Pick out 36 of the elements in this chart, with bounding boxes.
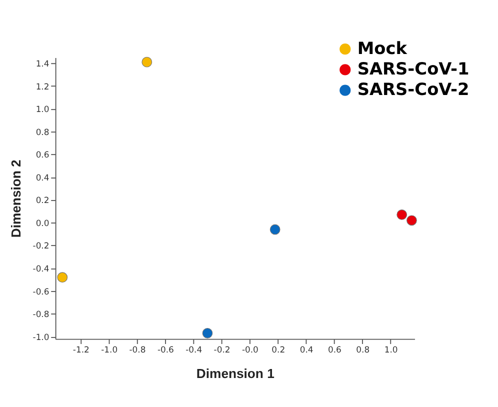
legend-label: SARS-CoV-2 [357, 79, 470, 100]
legend-label: SARS-CoV-1 [357, 58, 470, 78]
y-tick-label: -0.6 [32, 286, 50, 296]
x-tick-label: -0.2 [214, 344, 230, 354]
legend-label: Mock [357, 38, 408, 58]
x-tick-label: 0.2 [272, 344, 286, 354]
y-tick-label: 1.2 [36, 81, 50, 92]
x-axis-title: Dimension 1 [196, 366, 274, 381]
y-tick-label: -0.4 [32, 264, 50, 274]
point [57, 272, 68, 283]
x-tick-label: 0.4 [300, 344, 314, 354]
point [142, 56, 152, 68]
x-tick-label: -0.8 [129, 344, 146, 354]
x-tick-label: -1.2 [72, 344, 90, 354]
y-tick-label: 1.4 [36, 58, 50, 68]
x-tick-label: 1.0 [384, 344, 398, 354]
y-tick-label: -0.8 [32, 309, 50, 320]
y-tick-label: 1.0 [36, 104, 50, 114]
point [396, 210, 408, 220]
x-tick-label: -0.6 [157, 344, 174, 354]
y-tick-label: -0.2 [32, 240, 50, 251]
point [406, 215, 417, 226]
point [202, 328, 213, 338]
y-tick-label: 0.2 [36, 195, 50, 206]
y-tick-label: -1.0 [32, 332, 50, 342]
y-tick-label: 0.8 [36, 126, 50, 137]
x-tick-label: -0.0 [242, 344, 258, 354]
x-tick-label: -0.4 [186, 344, 202, 354]
x-tick-label: 0.8 [356, 344, 370, 354]
y-tick-label: 0.4 [36, 172, 50, 182]
x-tick-label: -1.0 [101, 344, 118, 354]
y-tick-label: 0.6 [36, 150, 50, 160]
y-axis-title: Dimension 2 [8, 160, 24, 238]
x-tick-label: 0.6 [328, 344, 342, 354]
y-tick-label: 0.0 [36, 218, 50, 228]
point [270, 224, 280, 235]
